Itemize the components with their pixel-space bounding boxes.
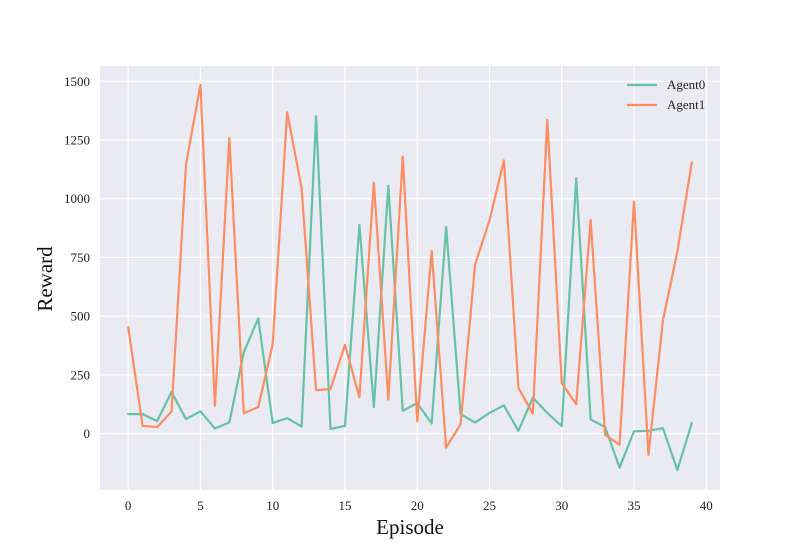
x-tick-label: 10 — [266, 498, 279, 513]
y-tick-label: 500 — [71, 309, 91, 324]
x-tick-label: 30 — [555, 498, 568, 513]
legend-label-agent0: Agent0 — [667, 77, 705, 92]
y-tick-label: 1250 — [64, 132, 90, 147]
legend-label-agent1: Agent1 — [667, 97, 705, 112]
y-tick-label: 0 — [84, 426, 91, 441]
x-tick-labels: 0 5 10 15 20 25 30 35 40 — [125, 498, 713, 513]
x-tick-label: 15 — [338, 498, 351, 513]
series-layer — [127, 83, 693, 472]
y-axis-label: Reward — [33, 246, 57, 312]
y-gridlines — [100, 80, 720, 435]
x-tick-label: 35 — [628, 498, 641, 513]
y-tick-label: 750 — [71, 250, 91, 265]
x-tick-label: 5 — [197, 498, 204, 513]
y-tick-labels: 0 250 500 750 1000 1250 1500 — [64, 74, 90, 441]
x-tick-label: 20 — [411, 498, 424, 513]
series-line-agent0 — [127, 115, 693, 472]
x-axis-label: Episode — [376, 515, 444, 539]
x-tick-label: 25 — [483, 498, 496, 513]
y-tick-label: 250 — [71, 367, 91, 382]
legend: Agent0 Agent1 — [627, 77, 705, 112]
x-tick-label: 0 — [125, 498, 132, 513]
y-tick-label: 1500 — [64, 74, 90, 89]
x-tick-label: 40 — [700, 498, 713, 513]
y-tick-label: 1000 — [64, 191, 90, 206]
series-line-agent1 — [127, 83, 693, 456]
